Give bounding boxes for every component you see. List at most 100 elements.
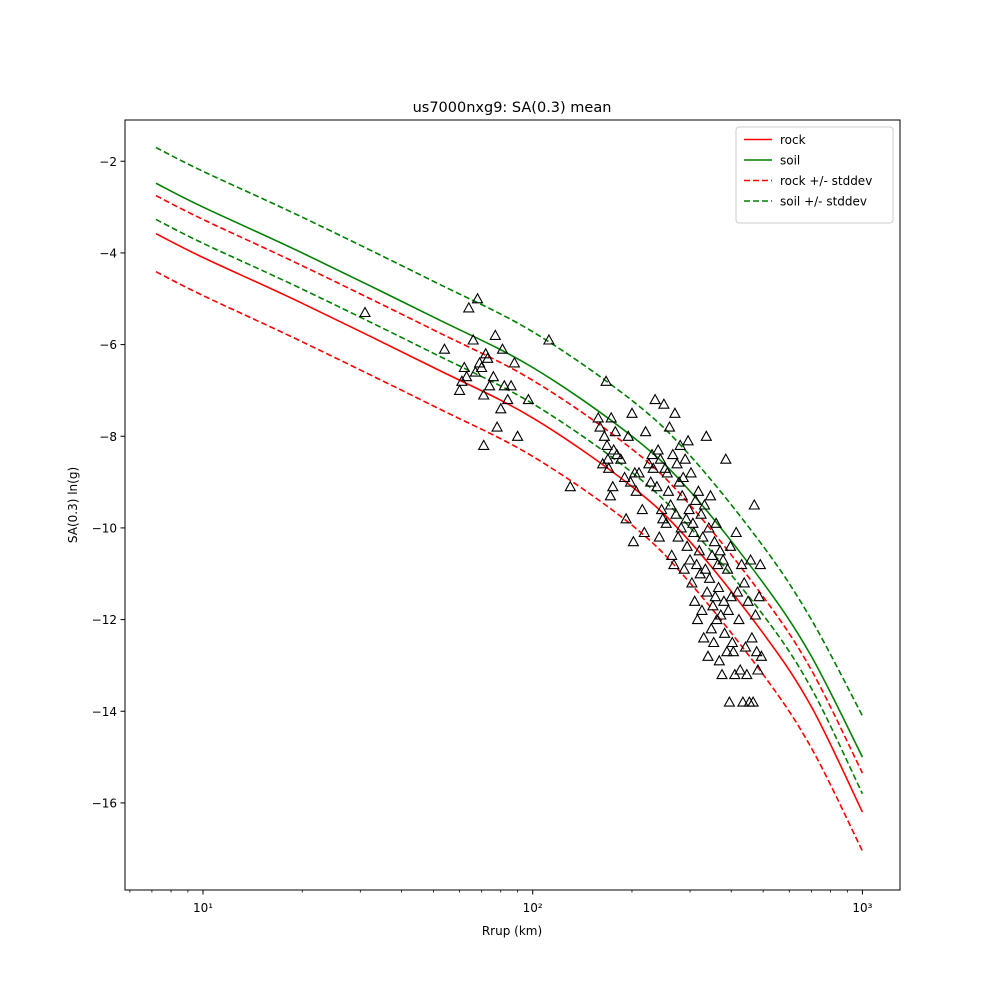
data-point-36 [601, 453, 614, 464]
data-point-27 [522, 393, 535, 405]
data-point-131 [717, 553, 730, 565]
data-point-78 [668, 407, 681, 418]
data-point-4 [458, 361, 471, 373]
data-point-137 [722, 604, 735, 615]
data-point-46 [620, 512, 633, 524]
series-line-1 [155, 182, 864, 758]
data-point-126 [712, 581, 725, 593]
data-point-73 [663, 420, 676, 432]
data-point-23 [501, 393, 514, 405]
data-point-53 [633, 466, 645, 478]
data-point-58 [644, 475, 657, 487]
data-point-55 [638, 526, 651, 538]
data-point-158 [748, 498, 761, 510]
data-point-49 [626, 407, 638, 418]
data-point-41 [607, 443, 620, 455]
data-point-37 [602, 462, 615, 473]
y-tick-label: −10 [92, 521, 117, 535]
data-point-95 [685, 576, 698, 588]
data-point-28 [542, 333, 555, 345]
data-point-138 [723, 695, 736, 707]
data-point-122 [709, 590, 722, 602]
data-point-70 [660, 517, 673, 528]
data-point-75 [665, 549, 678, 560]
data-point-106 [695, 604, 708, 615]
y-axis: −2 −4 −6 −8 −10 −12 −14 −16 [92, 155, 125, 810]
data-point-93 [684, 553, 696, 565]
y-tick-label: −12 [92, 613, 117, 627]
data-point-76 [666, 448, 679, 460]
data-point-65 [654, 453, 667, 464]
data-point-64 [653, 530, 666, 542]
data-point-20 [494, 402, 507, 414]
data-point-120 [707, 636, 720, 648]
data-point-45 [618, 471, 631, 483]
data-point-149 [736, 695, 749, 707]
series-line-2 [155, 194, 864, 774]
x-tick-label: 10¹ [193, 901, 213, 915]
series-line-5 [155, 218, 864, 795]
data-point-157 [747, 695, 760, 707]
data-point-16 [483, 379, 496, 391]
data-point-89 [680, 512, 693, 524]
data-point-117 [705, 622, 718, 634]
data-point-160 [750, 645, 763, 657]
data-point-52 [630, 485, 643, 496]
legend-box [735, 126, 894, 224]
data-point-35 [601, 439, 613, 450]
data-point-18 [489, 329, 502, 340]
data-point-15 [481, 352, 494, 363]
data-point-74 [664, 498, 677, 510]
data-point-105 [695, 508, 708, 519]
data-point-107 [696, 530, 709, 542]
data-point-102 [692, 485, 705, 496]
data-point-130 [716, 668, 728, 680]
y-tick-label: −4 [99, 246, 117, 260]
x-axis: 10¹ 10² 10³ [129, 890, 873, 915]
y-tick-label: −14 [92, 705, 117, 719]
y-tick-label: −8 [99, 430, 117, 444]
data-point-13 [477, 439, 490, 450]
data-point-12 [477, 388, 490, 400]
data-point-146 [732, 613, 745, 625]
data-point-19 [491, 420, 504, 432]
data-point-9 [471, 292, 484, 304]
data-point-115 [703, 572, 716, 583]
data-point-63 [652, 443, 665, 455]
data-point-103 [693, 544, 706, 556]
data-point-25 [508, 356, 521, 368]
data-point-162 [753, 590, 766, 602]
data-point-0 [359, 306, 371, 318]
data-point-99 [689, 494, 702, 505]
data-point-133 [718, 627, 731, 638]
legend-label-0: rock [780, 133, 806, 147]
data-point-21 [496, 343, 509, 354]
data-point-80 [671, 457, 683, 469]
data-point-92 [683, 503, 696, 515]
data-point-61 [649, 393, 662, 405]
data-point-50 [627, 535, 640, 547]
data-point-96 [686, 517, 699, 528]
data-point-44 [614, 453, 627, 464]
data-point-62 [650, 480, 663, 492]
legend: rock soil rock +/- stddev soil +/- stddev [735, 126, 894, 224]
data-point-87 [678, 563, 691, 574]
data-point-151 [739, 640, 752, 652]
y-tick-label: −6 [99, 338, 117, 352]
data-point-108 [697, 631, 710, 643]
data-point-26 [511, 430, 524, 441]
data-point-113 [702, 650, 714, 661]
data-point-152 [740, 668, 753, 680]
data-point-155 [744, 553, 757, 565]
data-point-91 [682, 434, 695, 446]
y-tick-label: −16 [92, 796, 117, 810]
data-point-116 [704, 489, 717, 501]
plot-inner [155, 146, 864, 852]
data-point-163 [754, 558, 767, 570]
data-point-164 [755, 650, 768, 661]
data-point-34 [600, 375, 613, 386]
data-point-24 [505, 379, 518, 391]
data-point-128 [714, 544, 727, 556]
data-point-97 [687, 526, 700, 538]
